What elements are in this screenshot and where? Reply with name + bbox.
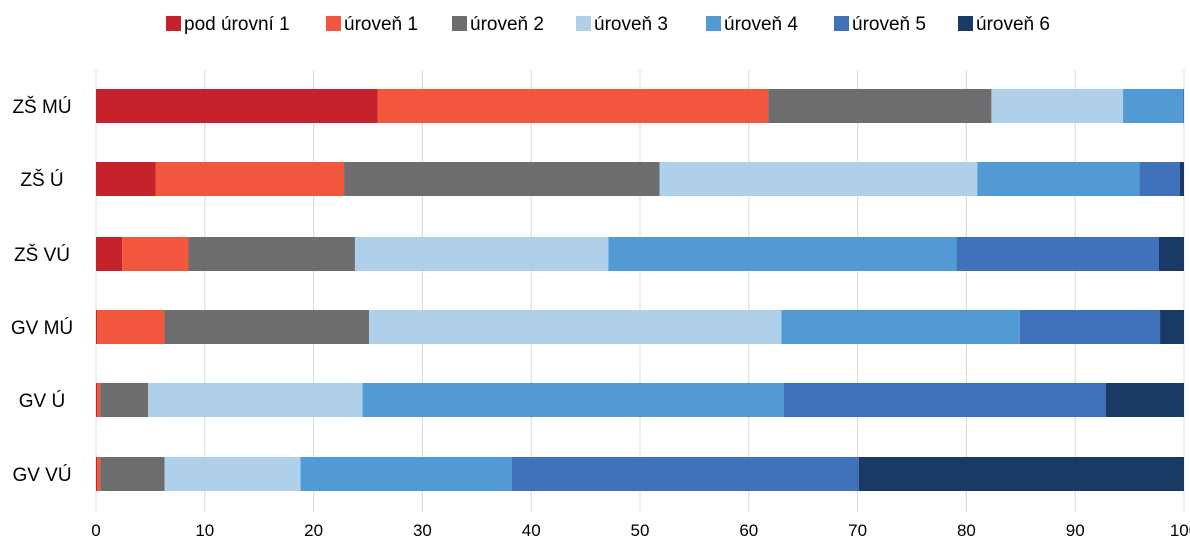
legend-label-uroven-4: úroveň 4	[724, 14, 798, 35]
bar-zs-u-uroven-6	[1179, 162, 1184, 196]
bar-gv-mu-uroven-2	[164, 310, 370, 344]
bar-gv-mu-uroven-1	[97, 310, 165, 344]
x-tick-label-20: 20	[304, 521, 323, 540]
x-tick-label-10: 10	[195, 521, 214, 540]
bar-zs-mu-uroven-1	[377, 89, 769, 123]
bar-zs-u-uroven-2	[344, 162, 660, 196]
bar-gv-vu-uroven-5	[511, 457, 859, 491]
legend-item-uroven-6: úroveň 6	[958, 14, 1050, 35]
legend-swatch-uroven-4	[706, 16, 721, 31]
bar-gv-mu-uroven-3	[369, 310, 782, 344]
bar-zs-mu-uroven-2	[768, 89, 992, 123]
legend-swatch-uroven-5	[834, 16, 849, 31]
bar-gv-u-uroven-4	[362, 383, 784, 417]
legend-label-uroven-6: úroveň 6	[976, 14, 1050, 35]
bar-gv-vu-uroven-1	[97, 457, 101, 491]
x-tick-label-100: 100	[1170, 521, 1190, 540]
legend-label-pod-urovni-1: pod úrovní 1	[184, 14, 290, 35]
category-label-gv-u: GV Ú	[19, 390, 65, 412]
legend-item-pod-urovni-1: pod úrovní 1	[166, 14, 290, 35]
x-tick-label-80: 80	[957, 521, 976, 540]
legend-item-uroven-1: úroveň 1	[326, 14, 418, 35]
category-labels: ZŠ MÚ ZŠ Ú ZŠ VÚ GV MÚ GV Ú GV VÚ	[11, 96, 73, 486]
bar-gv-mu-uroven-5	[1019, 310, 1161, 344]
legend-item-uroven-4: úroveň 4	[706, 14, 798, 35]
x-tick-label-70: 70	[848, 521, 867, 540]
legend-swatch-pod-urovni-1	[166, 16, 181, 31]
bar-gv-vu-pod-urovni-1	[96, 457, 98, 491]
bar-zs-vu-uroven-4	[608, 237, 957, 271]
bar-gv-vu-uroven-3	[164, 457, 301, 491]
legend-item-uroven-5: úroveň 5	[834, 14, 926, 35]
category-label-gv-mu: GV MÚ	[11, 317, 73, 339]
legend-swatch-uroven-2	[452, 16, 467, 31]
bar-zs-u-uroven-4	[977, 162, 1140, 196]
bar-zs-mu-pod-urovni-1	[96, 89, 378, 123]
x-tick-label-50: 50	[631, 521, 650, 540]
bar-gv-mu-uroven-6	[1160, 310, 1184, 344]
bar-gv-u-pod-urovni-1	[96, 383, 98, 417]
bar-zs-vu-uroven-6	[1158, 237, 1184, 271]
x-tick-label-0: 0	[91, 521, 100, 540]
legend-item-uroven-3: úroveň 3	[576, 14, 668, 35]
bars	[96, 89, 1184, 491]
legend-item-uroven-2: úroveň 2	[452, 14, 544, 35]
bar-gv-mu-pod-urovni-1	[96, 310, 98, 344]
legend-label-uroven-2: úroveň 2	[470, 14, 544, 35]
legend-label-uroven-5: úroveň 5	[852, 14, 926, 35]
bar-zs-u-uroven-5	[1139, 162, 1180, 196]
bar-gv-u-uroven-1	[97, 383, 101, 417]
bar-zs-vu-uroven-2	[188, 237, 355, 271]
bar-gv-vu-uroven-6	[858, 457, 1184, 491]
x-axis-tick-labels: 0 10 20 30 40 50 60 70 80 90 100	[91, 521, 1190, 540]
bar-gv-u-uroven-6	[1105, 383, 1184, 417]
bar-zs-u-uroven-1	[155, 162, 345, 196]
bar-zs-mu-uroven-4	[1123, 89, 1183, 123]
x-tick-label-30: 30	[413, 521, 432, 540]
legend-swatch-uroven-1	[326, 16, 341, 31]
category-label-zs-u: ZŠ Ú	[20, 169, 63, 191]
category-label-zs-vu: ZŠ VÚ	[14, 244, 70, 266]
bar-zs-vu-uroven-5	[956, 237, 1159, 271]
bar-zs-vu-uroven-1	[122, 237, 189, 271]
legend-label-uroven-3: úroveň 3	[594, 14, 668, 35]
bar-zs-mu-uroven-5	[1182, 89, 1184, 123]
bar-gv-vu-uroven-4	[300, 457, 512, 491]
legend-swatch-uroven-3	[576, 16, 591, 31]
bar-gv-u-uroven-3	[148, 383, 363, 417]
x-tick-label-40: 40	[522, 521, 541, 540]
x-tick-label-90: 90	[1066, 521, 1085, 540]
legend-label-uroven-1: úroveň 1	[344, 14, 418, 35]
category-label-zs-mu: ZŠ MÚ	[12, 96, 71, 118]
bar-zs-mu-uroven-3	[991, 89, 1124, 123]
bar-gv-vu-uroven-2	[100, 457, 165, 491]
bar-zs-u-pod-urovni-1	[96, 162, 156, 196]
bar-gv-mu-uroven-4	[781, 310, 1020, 344]
bar-zs-vu-uroven-3	[354, 237, 609, 271]
gridlines	[95, 70, 1185, 512]
category-label-gv-vu: GV VÚ	[12, 464, 71, 486]
bar-gv-u-uroven-5	[783, 383, 1106, 417]
bar-gv-u-uroven-2	[100, 383, 149, 417]
legend: pod úrovní 1 úroveň 1 úroveň 2 úroveň 3 úrov…	[166, 14, 1050, 35]
legend-swatch-uroven-6	[958, 16, 973, 31]
bar-zs-u-uroven-3	[659, 162, 978, 196]
x-tick-label-60: 60	[739, 521, 758, 540]
bar-zs-vu-pod-urovni-1	[96, 237, 123, 271]
